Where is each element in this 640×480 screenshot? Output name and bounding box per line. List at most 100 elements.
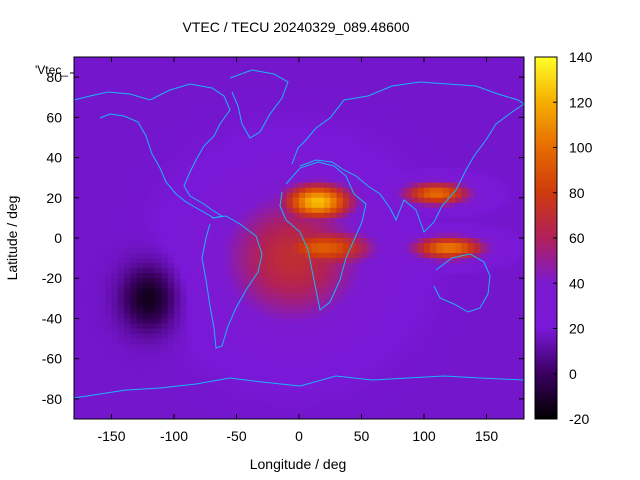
heatmap-cell [242, 278, 250, 284]
heatmap-cell [86, 117, 94, 123]
heatmap-cell [511, 222, 519, 229]
heatmap-cell [211, 258, 219, 264]
heatmap-cell [236, 378, 244, 385]
heatmap-cell [511, 333, 519, 340]
heatmap-cell [74, 147, 81, 154]
heatmap-cell [155, 207, 163, 214]
heatmap-cell [74, 253, 81, 259]
heatmap-cell [149, 127, 156, 134]
heatmap-cell [74, 343, 81, 350]
heatmap-cell [224, 137, 231, 144]
heatmap-cell [186, 268, 194, 274]
heatmap-cell [374, 217, 381, 224]
heatmap-cell [111, 167, 119, 174]
heatmap-cell [511, 137, 519, 144]
heatmap-cell [342, 388, 350, 395]
heatmap-cell [192, 283, 200, 289]
heatmap-cell [299, 172, 306, 179]
heatmap-cell [92, 363, 100, 370]
heatmap-cell [205, 202, 213, 209]
heatmap-cell [417, 152, 425, 159]
heatmap-cell [474, 172, 481, 179]
heatmap-cell [405, 117, 413, 123]
heatmap-cell [249, 243, 256, 249]
heatmap-cell [336, 293, 344, 299]
heatmap-cell [461, 348, 469, 355]
heatmap-cell [117, 368, 125, 375]
heatmap-cell [386, 298, 394, 304]
heatmap-cell [236, 162, 244, 169]
heatmap-cell [274, 132, 281, 139]
heatmap-cell [336, 222, 344, 229]
heatmap-cell [286, 333, 294, 340]
heatmap-cell [230, 67, 238, 73]
heatmap-cell [211, 62, 219, 68]
heatmap-cell [461, 378, 469, 385]
heatmap-cell [236, 202, 244, 209]
heatmap-cell [186, 162, 194, 169]
heatmap-cell [499, 142, 506, 149]
heatmap-cell [105, 97, 113, 103]
heatmap-cell [142, 232, 150, 239]
heatmap-cell [249, 338, 256, 345]
heatmap-cell [405, 127, 413, 134]
heatmap-cell [186, 222, 194, 229]
heatmap-cell [136, 373, 144, 380]
heatmap-cell [111, 87, 119, 93]
heatmap-cell [136, 293, 144, 299]
heatmap-cell [405, 393, 413, 400]
heatmap-cell [217, 112, 225, 118]
heatmap-cell [367, 62, 375, 68]
heatmap-cell [149, 253, 156, 259]
heatmap-cell [211, 388, 219, 395]
heatmap-cell [417, 378, 425, 385]
heatmap-cell [230, 177, 238, 184]
heatmap-cell [386, 167, 394, 174]
heatmap-cell [405, 67, 413, 73]
heatmap-cell [255, 142, 263, 149]
heatmap-cell [249, 232, 256, 239]
heatmap-cell [192, 232, 200, 239]
heatmap-cell [355, 358, 363, 365]
heatmap-cell [411, 97, 419, 103]
heatmap-cell [342, 323, 350, 330]
heatmap-cell [211, 172, 219, 179]
heatmap-cell [174, 82, 181, 88]
heatmap-cell [111, 107, 119, 113]
heatmap-cell [361, 333, 369, 340]
heatmap-cell [205, 217, 213, 224]
heatmap-cell [105, 353, 113, 360]
heatmap-cell [105, 112, 113, 118]
heatmap-cell [286, 67, 294, 73]
heatmap-cell [355, 117, 363, 123]
heatmap-cell [342, 57, 350, 63]
heatmap-cell [199, 243, 206, 249]
heatmap-cell [80, 388, 88, 395]
heatmap-cell [174, 202, 181, 209]
heatmap-cell [324, 248, 331, 254]
heatmap-cell [442, 187, 450, 194]
heatmap-cell [199, 197, 206, 204]
heatmap-cell [249, 147, 256, 154]
heatmap-cell [161, 97, 169, 103]
heatmap-cell [105, 227, 113, 234]
heatmap-cell [336, 258, 344, 264]
heatmap-cell [217, 222, 225, 229]
heatmap-cell [236, 152, 244, 159]
heatmap-cell [211, 308, 219, 315]
heatmap-cell [405, 152, 413, 159]
heatmap-cell [467, 127, 475, 134]
heatmap-cell [80, 243, 88, 249]
heatmap-cell [80, 378, 88, 385]
heatmap-cell [174, 172, 181, 179]
heatmap-cell [455, 197, 463, 204]
heatmap-cell [380, 212, 388, 219]
heatmap-cell [499, 358, 506, 365]
heatmap-cell [517, 318, 524, 325]
heatmap-cell [217, 122, 225, 128]
heatmap-cell [105, 358, 113, 365]
heatmap-cell [330, 67, 338, 73]
heatmap-cell [199, 67, 206, 73]
heatmap-cell [430, 353, 438, 360]
heatmap-cell [105, 398, 113, 405]
